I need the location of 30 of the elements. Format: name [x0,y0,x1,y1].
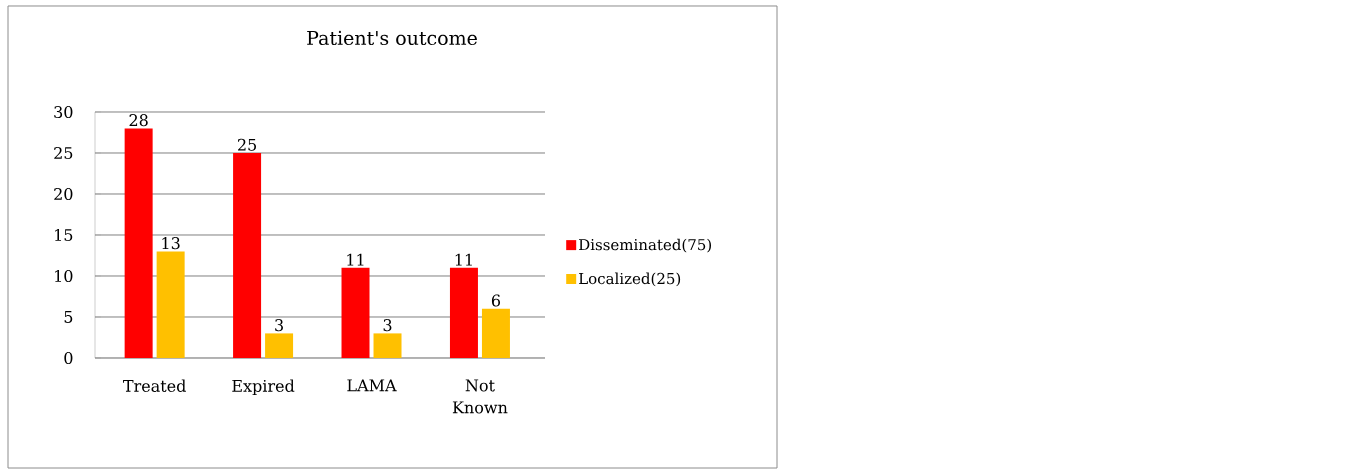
x-tick-label: Treated [123,379,186,392]
bar [156,251,185,358]
y-tick-label: 10 [55,269,73,283]
bar [341,267,370,358]
data-label: 3 [383,319,392,332]
data-label: 11 [347,253,364,266]
legend-label: Localized(25) [579,272,681,287]
y-tick-label: 30 [54,105,73,119]
data-label: 6 [491,294,501,307]
data-label: 25 [237,138,257,151]
data-label: 3 [275,319,283,332]
legend-label: Disseminated(75) [579,238,712,253]
bar [373,333,402,358]
data-label: 28 [129,114,148,127]
y-tick-label: 15 [55,228,73,242]
y-tick-label: 5 [64,311,73,323]
y-tick-label: 0 [64,351,73,365]
bar [481,308,510,358]
data-label: 13 [162,237,180,250]
chart-title: Patient's outcome [307,30,477,46]
bar [124,128,153,358]
y-tick-label: 25 [54,146,73,160]
bar [449,267,478,358]
x-tick-label: Not Known [452,379,508,414]
bar [265,333,294,358]
bar [233,153,262,358]
data-label: 11 [455,253,472,266]
x-tick-label: LAMA [347,379,397,392]
y-tick-label: 20 [54,187,73,201]
x-tick-label: Expired [232,379,295,395]
